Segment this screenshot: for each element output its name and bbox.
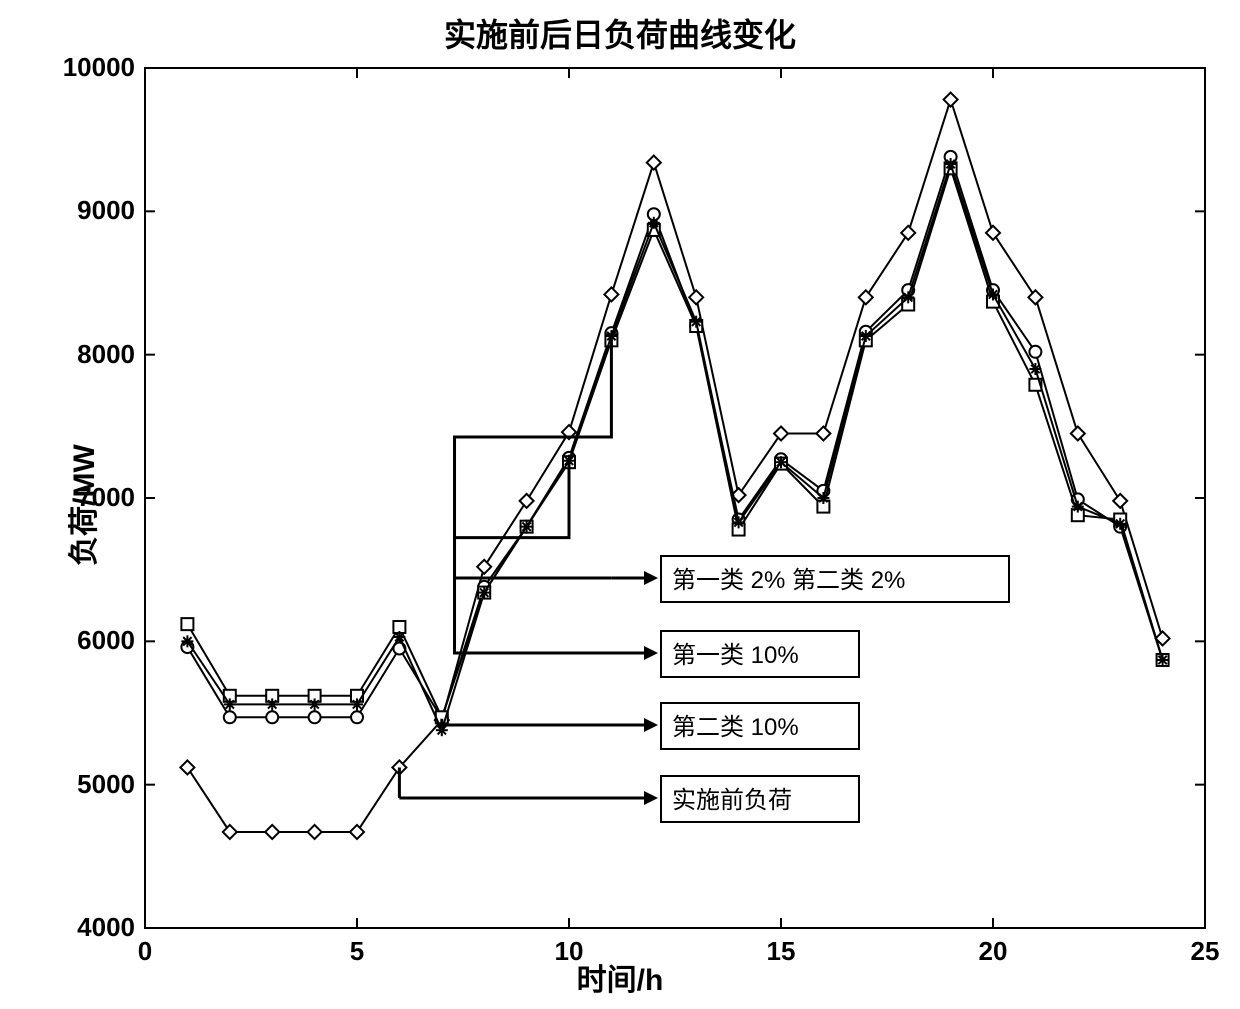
x-tick-label: 20: [968, 936, 1018, 967]
y-tick-label: 9000: [77, 195, 135, 226]
legend-box: 第一类 2% 第二类 2%: [660, 555, 1010, 603]
legend-box: 第二类 10%: [660, 702, 860, 750]
x-tick-label: 5: [332, 936, 382, 967]
y-tick-label: 5000: [77, 769, 135, 800]
y-tick-label: 7000: [77, 482, 135, 513]
y-tick-label: 6000: [77, 625, 135, 656]
x-tick-label: 15: [756, 936, 806, 967]
y-tick-label: 8000: [77, 339, 135, 370]
y-tick-label: 10000: [63, 52, 135, 83]
chart-container: 实施前后日负荷曲线变化 负荷/MW 时间/h 05101520254000500…: [0, 0, 1240, 1009]
x-tick-label: 10: [544, 936, 594, 967]
y-tick-label: 4000: [77, 912, 135, 943]
legend-box: 第一类 10%: [660, 630, 860, 678]
chart-svg: [0, 0, 1240, 1009]
legend-box: 实施前负荷: [660, 775, 860, 823]
x-tick-label: 25: [1180, 936, 1230, 967]
